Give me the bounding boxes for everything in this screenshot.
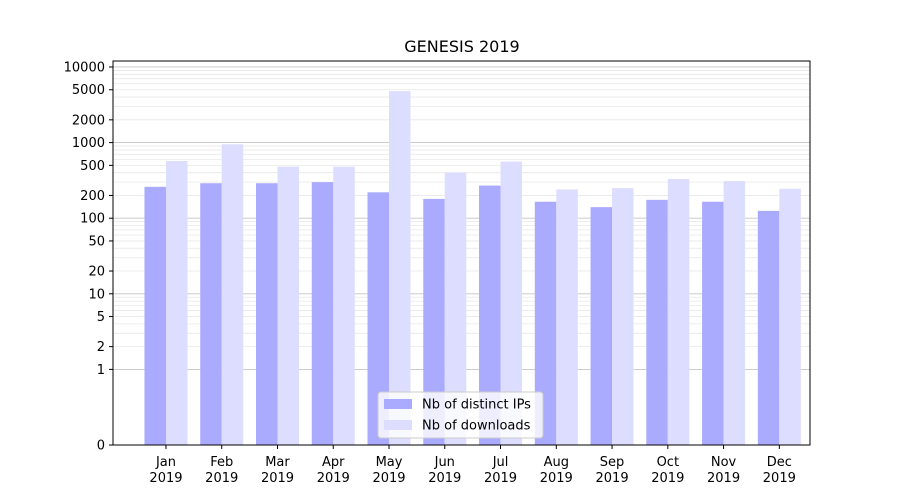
- chart-title: GENESIS 2019: [404, 37, 519, 56]
- legend-swatch-1: [384, 399, 412, 409]
- y-tick-label: 10000: [64, 60, 105, 75]
- bar-downloads-3: [277, 166, 299, 445]
- y-tick-label: 500: [80, 159, 105, 174]
- y-tick-label: 5000: [72, 83, 105, 98]
- bar-distinct-ips-7: [479, 185, 501, 445]
- bar-distinct-ips-12: [757, 210, 780, 445]
- bar-distinct-ips-8: [534, 201, 557, 445]
- bar-downloads-5: [389, 91, 411, 445]
- x-tick-label: Apr 2019: [317, 455, 350, 486]
- bar-distinct-ips-9: [590, 207, 613, 445]
- y-tick-label: 1000: [72, 136, 105, 151]
- bar-downloads-11: [723, 181, 746, 445]
- y-tick-label: 2000: [72, 113, 105, 128]
- x-tick-label: Mar 2019: [261, 455, 294, 486]
- bar-downloads-7: [500, 161, 523, 446]
- bar-downloads-10: [667, 178, 690, 445]
- y-tick-label: 20: [88, 265, 105, 280]
- bar-downloads-9: [612, 188, 634, 445]
- bar-distinct-ips-6: [423, 198, 445, 445]
- x-tick-label: May 2019: [372, 455, 405, 486]
- bar-downloads-8: [556, 189, 578, 445]
- y-tick-label: 1: [97, 363, 105, 378]
- y-tick-label: 50: [88, 234, 105, 249]
- x-tick-label: Aug 2019: [540, 455, 573, 486]
- y-tick-label: 5: [97, 310, 105, 325]
- bar-downloads-6: [444, 172, 467, 445]
- y-axis: 0 1 2 5 10 20 50 100 200 500 1000 2000 5000 10000: [64, 60, 113, 454]
- plot-frame: [112, 60, 811, 446]
- bars-layer: [144, 91, 801, 446]
- y-tick-label: 200: [80, 189, 105, 204]
- y-tick-label: 10: [88, 287, 105, 302]
- x-tick-label: Jun 2019: [428, 455, 461, 486]
- x-tick-label: Nov 2019: [707, 455, 740, 486]
- legend-label-2: Nb of downloads: [422, 419, 531, 434]
- bar-distinct-ips-2: [200, 183, 222, 446]
- legend-swatch-2: [384, 420, 412, 430]
- y-tick-label: 2: [97, 340, 105, 355]
- bar-distinct-ips-11: [702, 201, 724, 445]
- x-tick-label: Jan 2019: [149, 455, 182, 486]
- x-tick-label: Sep 2019: [596, 455, 629, 486]
- legend-label-1: Nb of distinct IPs: [422, 398, 531, 413]
- x-tick-label: Feb 2019: [205, 455, 238, 486]
- legend[interactable]: Nb of distinct IPs Nb of downloads: [377, 391, 544, 439]
- bar-distinct-ips-1: [144, 186, 166, 445]
- bar-downloads-1: [165, 161, 188, 445]
- y-tick-label: 0: [97, 439, 105, 454]
- bar-distinct-ips-10: [646, 199, 668, 445]
- bar-downloads-12: [779, 188, 801, 445]
- bar-downloads-4: [333, 166, 355, 445]
- bar-distinct-ips-5: [367, 192, 390, 445]
- legend-box: [377, 391, 544, 439]
- x-tick-label: Jul 2019: [484, 455, 517, 486]
- x-axis: Jan 2019 Feb 2019 Mar 2019 Apr 2019 May 2019 Jun 20…: [149, 445, 796, 486]
- bar-distinct-ips-4: [311, 182, 334, 445]
- bar-downloads-2: [221, 144, 244, 446]
- y-tick-label: 100: [80, 212, 105, 227]
- x-tick-label: Oct 2019: [651, 455, 684, 486]
- x-tick-label: Dec 2019: [763, 455, 796, 486]
- bar-distinct-ips-3: [255, 183, 278, 446]
